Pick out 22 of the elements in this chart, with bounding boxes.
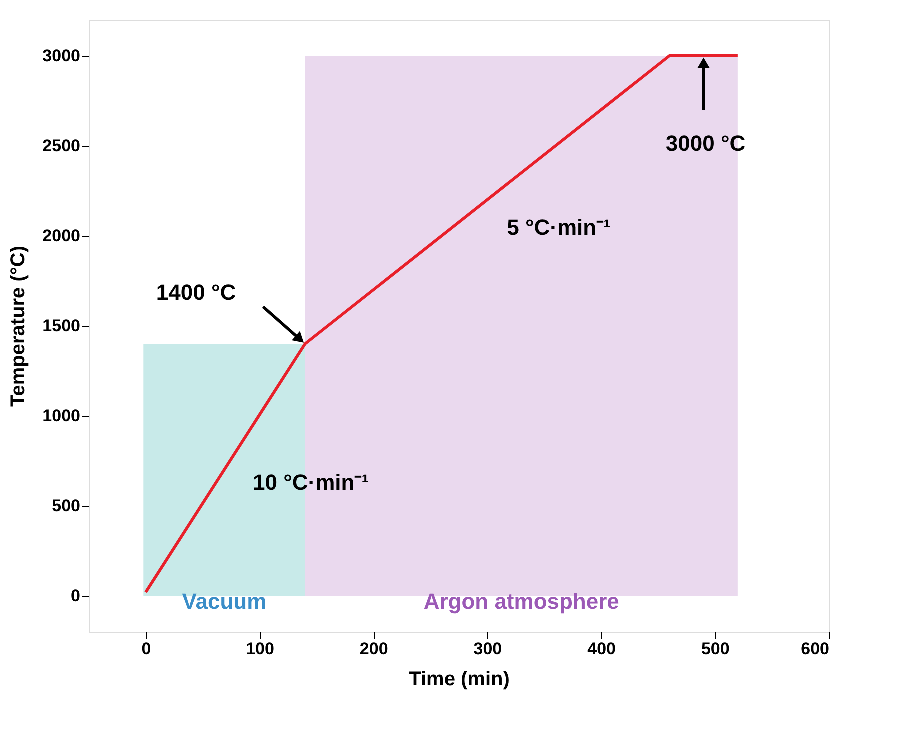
annotation: 3000 °C [666, 131, 746, 156]
y-tick-label: 2000 [42, 226, 80, 246]
y-tick-label: 1500 [42, 316, 80, 336]
x-tick-label: 100 [246, 640, 274, 658]
y-axis-title: Temperature (°C) [8, 246, 30, 407]
y-tick-label: 500 [52, 496, 80, 516]
series-label: Vacuum [182, 589, 267, 614]
annotation: 1400 °C [156, 280, 236, 305]
x-tick-label: 600 [801, 640, 830, 658]
annotation: 10 °C·min⁻¹ [252, 470, 370, 495]
y-tick-label: 2500 [42, 136, 80, 156]
x-tick-label: 0 [142, 640, 152, 658]
y-tick-label: 1000 [42, 406, 80, 426]
x-tick-label: 200 [360, 640, 388, 658]
x-tick-label: 400 [588, 640, 616, 658]
annotation: 5 °C·min⁻¹ [507, 215, 611, 240]
x-tick-label: 300 [474, 640, 502, 658]
series-label: Argon atmosphere [424, 589, 620, 614]
y-tick-label: 3000 [42, 46, 80, 66]
x-axis-title: Time (min) [409, 668, 510, 690]
x-tick-label: 500 [701, 640, 730, 658]
y-tick-label: 0 [71, 586, 80, 606]
